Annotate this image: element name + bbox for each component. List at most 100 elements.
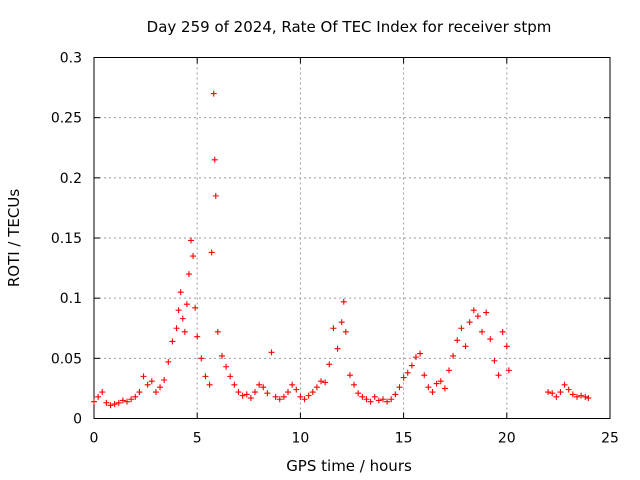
x-tick-label: 20 xyxy=(498,431,516,447)
data-point xyxy=(458,325,465,332)
data-point xyxy=(549,390,556,397)
y-axis-label: ROTI / TECUs xyxy=(5,189,23,287)
data-point xyxy=(375,397,382,404)
data-point xyxy=(441,385,448,392)
data-point xyxy=(190,253,197,260)
data-point xyxy=(107,402,114,409)
data-point xyxy=(326,361,333,368)
y-tick-label: 0.25 xyxy=(51,111,82,127)
data-point xyxy=(346,372,353,379)
data-point xyxy=(384,398,391,405)
data-point xyxy=(355,390,362,397)
data-point xyxy=(446,367,453,374)
data-point xyxy=(305,392,312,399)
data-point xyxy=(578,392,585,399)
data-point xyxy=(505,367,512,374)
data-point xyxy=(264,390,271,397)
grid xyxy=(94,57,610,419)
data-point xyxy=(99,389,106,396)
data-point xyxy=(214,328,221,335)
data-point xyxy=(437,378,444,385)
data-point xyxy=(404,369,411,376)
x-tick-label: 5 xyxy=(193,431,202,447)
data-point xyxy=(330,325,337,332)
data-point xyxy=(183,301,190,308)
data-point xyxy=(179,315,186,322)
data-point xyxy=(272,393,279,400)
data-point xyxy=(474,313,481,320)
data-point xyxy=(479,328,486,335)
data-point xyxy=(211,156,218,163)
data-point xyxy=(210,90,217,97)
data-point xyxy=(425,384,432,391)
data-point xyxy=(561,381,568,388)
data-point xyxy=(557,389,564,396)
data-point xyxy=(565,386,572,393)
data-points xyxy=(91,90,592,409)
data-point xyxy=(318,378,325,385)
data-point xyxy=(256,381,263,388)
data-point xyxy=(408,362,415,369)
data-point xyxy=(260,384,267,391)
data-point xyxy=(206,381,213,388)
data-point xyxy=(495,372,502,379)
data-point xyxy=(400,374,407,381)
data-point xyxy=(152,389,159,396)
data-point xyxy=(136,389,143,396)
data-point xyxy=(95,393,102,400)
data-point xyxy=(470,307,477,314)
data-point xyxy=(363,396,370,403)
data-point xyxy=(342,328,349,335)
axis-ticks xyxy=(93,57,611,419)
data-point xyxy=(454,337,461,344)
data-point xyxy=(450,352,457,359)
data-point xyxy=(340,298,347,305)
data-point xyxy=(239,392,246,399)
y-tick-label: 0.15 xyxy=(51,231,82,247)
data-point xyxy=(371,393,378,400)
data-point xyxy=(297,393,304,400)
y-tick-labels: 0 0.05 0.1 0.15 0.2 0.25 0.3 xyxy=(51,51,82,428)
data-point xyxy=(181,328,188,335)
x-axis-label: GPS time / hours xyxy=(286,457,412,475)
data-point xyxy=(293,386,300,393)
data-point xyxy=(499,328,506,335)
data-point xyxy=(235,389,242,396)
x-tick-labels: 0 5 10 15 20 25 xyxy=(90,431,619,447)
data-point xyxy=(194,333,201,340)
data-point xyxy=(301,396,308,403)
data-point xyxy=(208,249,215,256)
data-point xyxy=(103,399,110,406)
data-point xyxy=(223,363,230,370)
data-point xyxy=(421,372,428,379)
data-point xyxy=(161,376,168,383)
data-point xyxy=(412,354,419,361)
data-point xyxy=(128,396,135,403)
data-point xyxy=(367,398,374,405)
data-point xyxy=(111,401,118,408)
data-point xyxy=(218,352,225,359)
data-point xyxy=(144,381,151,388)
data-point xyxy=(338,319,345,326)
data-point xyxy=(212,192,219,199)
data-point xyxy=(545,389,552,396)
data-point xyxy=(247,395,254,402)
data-point xyxy=(202,373,209,380)
data-point xyxy=(491,357,498,364)
y-tick-label: 0.3 xyxy=(60,51,82,67)
data-point xyxy=(359,393,366,400)
data-point xyxy=(351,381,358,388)
data-point xyxy=(582,393,589,400)
plot-frame xyxy=(93,57,611,419)
data-point xyxy=(198,355,205,362)
data-point xyxy=(157,384,164,391)
data-point xyxy=(165,358,172,365)
data-point xyxy=(573,393,580,400)
data-point xyxy=(322,379,329,386)
chart-title: Day 259 of 2024, Rate Of TEC Index for r… xyxy=(147,18,552,36)
data-point xyxy=(192,304,199,311)
y-tick-label: 0.05 xyxy=(51,351,82,367)
data-point xyxy=(379,396,386,403)
data-point xyxy=(285,389,292,396)
